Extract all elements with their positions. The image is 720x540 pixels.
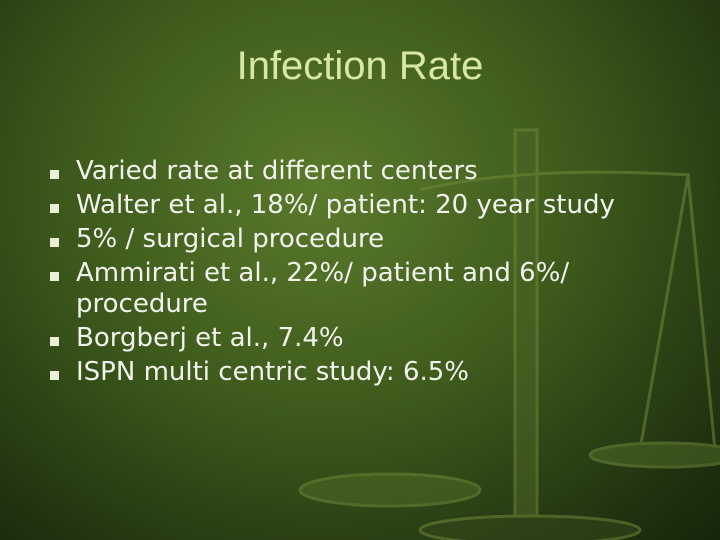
bullet: Borgberj et al., 7.4% — [48, 323, 688, 354]
bullet: 5% / surgical procedure — [48, 224, 688, 255]
bullet: ISPN multi centric study: 6.5% — [48, 357, 688, 388]
bullet: Varied rate at different centers — [48, 156, 688, 187]
bullet-list: Varied rate at different centers Walter e… — [48, 156, 688, 391]
bullet: Ammirati et al., 22%/ patient and 6%/ pr… — [48, 258, 688, 320]
bullet: Walter et al., 18%/ patient: 20 year stu… — [48, 190, 688, 221]
title: Infection Rate — [236, 44, 484, 88]
